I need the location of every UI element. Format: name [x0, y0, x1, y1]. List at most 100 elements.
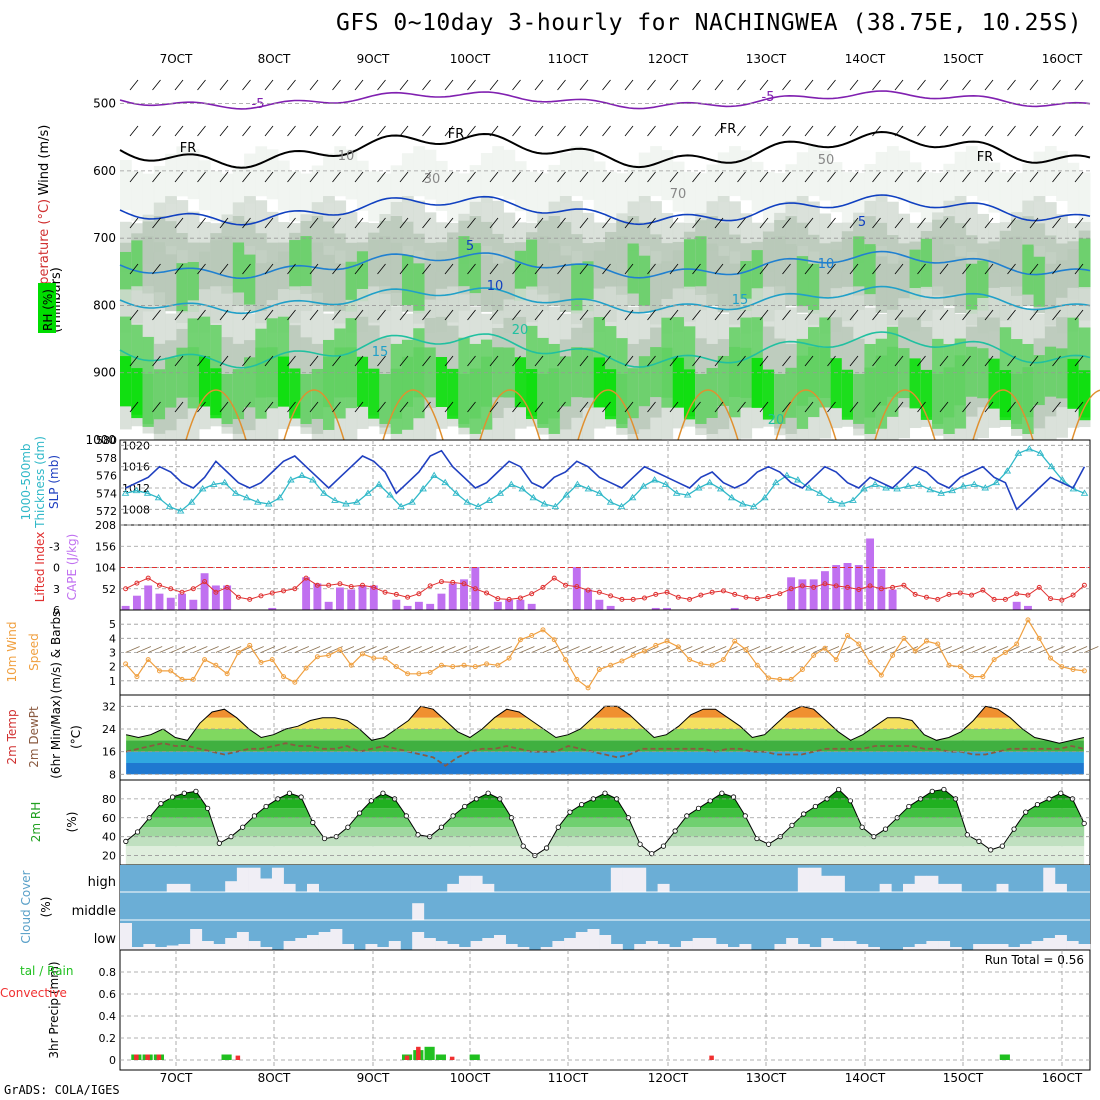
contour-warm — [479, 389, 541, 441]
rh-point — [719, 790, 725, 796]
thickness-point — [893, 485, 901, 492]
cape-li-panel: -3 0 3 6 52 104 156 208 Lifted Index CAPE (J/kg) — [33, 519, 1091, 617]
wind-speed-point — [766, 675, 772, 681]
wind-barb — [1029, 309, 1039, 321]
wind-barb — [287, 217, 296, 229]
wind-barb — [557, 217, 566, 229]
rh-cell — [447, 171, 459, 222]
wind-barb — [489, 309, 499, 321]
rh-cell — [841, 369, 854, 420]
y-tick-label-left: 574 — [96, 487, 117, 500]
thickness-point — [738, 500, 747, 507]
thickness-point — [320, 489, 328, 496]
y-tick-label: 0.6 — [99, 988, 117, 1001]
li-point — [337, 581, 343, 587]
contour-warm — [185, 389, 247, 441]
rh-point — [882, 826, 889, 832]
wind-speed-point — [1036, 635, 1042, 641]
cloud-bar — [318, 932, 331, 950]
li-point — [912, 591, 918, 597]
wind-barb — [579, 79, 589, 91]
wind-barb — [624, 217, 634, 229]
thickness-point — [551, 502, 560, 510]
rh-cell — [932, 373, 944, 424]
wind-barb — [215, 646, 231, 653]
contour-warm — [577, 389, 639, 441]
wind-barb — [700, 646, 716, 653]
li-point — [292, 586, 298, 592]
wind-barb — [152, 171, 161, 183]
cloud-bar — [739, 944, 752, 950]
rh-cell — [458, 236, 471, 287]
contour-warm — [283, 389, 345, 441]
rh-cell — [999, 238, 1012, 289]
rh-cell — [717, 152, 730, 203]
wind-barb — [129, 171, 139, 183]
wind-barb — [148, 646, 163, 653]
li-point — [822, 581, 828, 587]
x-tick-label-top: 15OCT — [943, 52, 984, 66]
wind-barb — [984, 217, 994, 229]
rh-cell — [142, 373, 155, 424]
rh-cell — [683, 171, 696, 222]
thickness-point — [816, 489, 824, 496]
wind-speed-point — [675, 644, 681, 650]
wind-barb — [197, 79, 206, 91]
wind-barb — [962, 79, 971, 91]
rh-cell — [729, 201, 741, 252]
wind-speed-point — [179, 676, 185, 682]
cape-bar — [448, 583, 457, 610]
li-point — [484, 590, 490, 596]
contour-label: 10 — [338, 149, 355, 164]
cloud-bar — [809, 947, 822, 950]
rh-cell — [672, 161, 685, 212]
rh-cell — [1056, 260, 1068, 311]
rh-cell — [187, 261, 200, 312]
rh-band — [125, 798, 1085, 809]
cloud-bar — [599, 935, 612, 950]
cloud-level-high: high — [88, 875, 116, 890]
y-tick-label: 5 — [109, 618, 116, 631]
rh-cell — [593, 250, 606, 301]
contour-20 — [119, 331, 1091, 369]
wind-barb — [354, 355, 364, 367]
wind-barb — [1029, 125, 1039, 137]
li-point — [766, 594, 772, 600]
rh-band — [125, 846, 1085, 856]
wind-barb — [467, 171, 476, 183]
wind-barb — [1052, 309, 1061, 321]
wind-speed-point — [123, 661, 129, 667]
slp-line — [125, 449, 1086, 511]
rh-legend-label: RH (%) — [41, 289, 55, 331]
wind-barb — [1074, 79, 1084, 91]
thickness-point — [1047, 462, 1056, 470]
rh-cell — [232, 369, 245, 420]
wind-barb — [332, 401, 341, 413]
cloud-bar — [903, 947, 915, 950]
li-point — [224, 584, 230, 590]
cloud-level-middle: middle — [72, 904, 116, 919]
wind-barb — [287, 125, 296, 137]
cloud-bar — [225, 881, 238, 892]
rh-cell — [120, 160, 132, 210]
thickness-point — [606, 498, 615, 505]
wind-speed-point — [698, 661, 704, 667]
rh-cell — [559, 255, 572, 306]
rh-cell — [435, 357, 448, 408]
wind-barb — [1074, 401, 1084, 413]
wind-barb — [872, 217, 881, 229]
wind-barb — [768, 646, 783, 653]
wind-barb — [714, 355, 724, 367]
thickness-point — [419, 485, 427, 492]
rh-cell — [695, 236, 708, 287]
li-point — [811, 584, 817, 590]
wind-barb — [422, 263, 431, 275]
rh-point — [684, 813, 690, 819]
wind-barb — [939, 79, 949, 91]
wind-barb — [759, 125, 769, 137]
wind-barb — [174, 217, 184, 229]
y-tick-label: 40 — [102, 831, 116, 844]
wind-barb — [602, 171, 611, 183]
rh-cell — [965, 146, 978, 197]
rh-cell — [1044, 202, 1057, 253]
